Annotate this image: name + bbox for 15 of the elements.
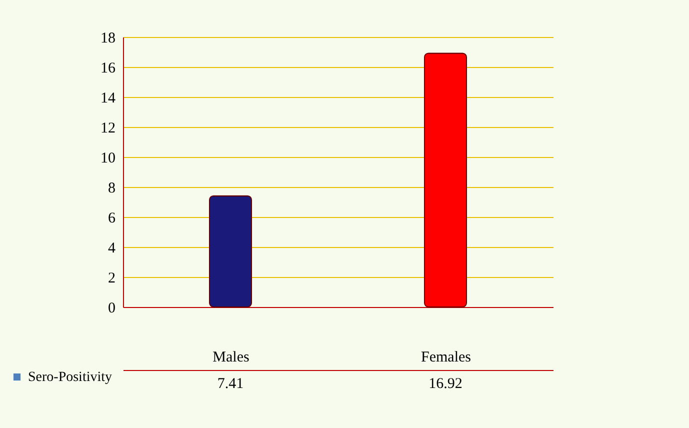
data-label: 7.41 <box>217 376 244 392</box>
y-tick-label: 6 <box>108 210 116 226</box>
y-tick-label: 0 <box>108 300 116 316</box>
y-tick-label: 16 <box>100 60 116 76</box>
x-tick-label: Males <box>212 350 250 366</box>
y-tick-label: 14 <box>100 90 116 106</box>
y-tick-label: 8 <box>108 180 116 196</box>
y-tick-label: 10 <box>100 150 116 166</box>
y-tick-label: 2 <box>108 270 116 286</box>
y-tick-label: 4 <box>108 240 116 256</box>
data-label: 16.92 <box>428 376 462 392</box>
y-tick-label: 18 <box>100 30 116 46</box>
text: Sero-Positivity <box>28 370 112 385</box>
y-tick-label: 12 <box>100 120 116 136</box>
x-tick-label: Females <box>421 350 472 366</box>
